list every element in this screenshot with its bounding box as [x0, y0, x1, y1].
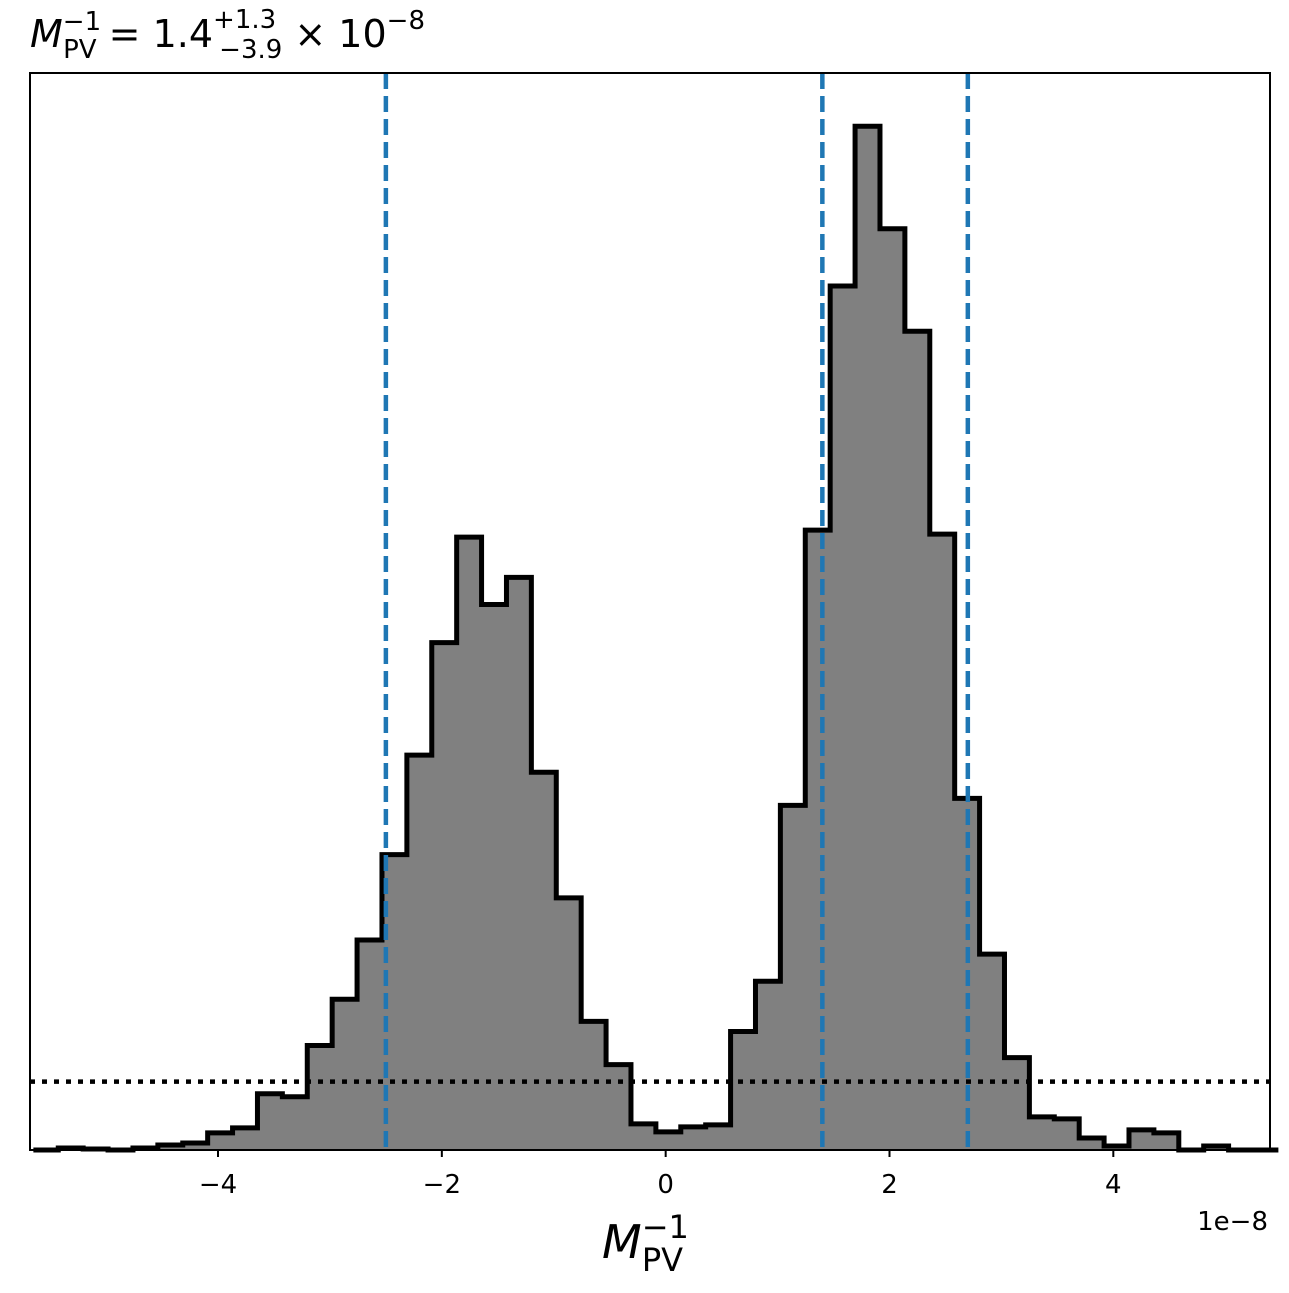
x-tick-label: 0 — [657, 1170, 674, 1200]
histogram-bar — [556, 897, 582, 1150]
histogram-bar — [506, 577, 532, 1150]
chart-title: M−1 PV = 1.4+1.3 −3.9 × 10−8 — [30, 5, 425, 65]
histogram-bar — [879, 228, 906, 1151]
histogram-bar — [357, 940, 383, 1150]
histogram-bar — [680, 1126, 707, 1150]
xlabel-subscript: PV — [642, 1241, 683, 1279]
title-plus-error: +1.3 — [213, 5, 276, 35]
histogram-bar — [755, 981, 781, 1150]
title-minus-error: −3.9 — [219, 35, 282, 65]
x-offset-label: 1e−8 — [1197, 1207, 1268, 1237]
title-subscript: PV — [63, 35, 97, 65]
histogram-bar — [830, 285, 856, 1150]
histogram-bar — [531, 772, 557, 1150]
plot-frame — [29, 72, 1271, 1151]
histogram-bar — [780, 805, 806, 1150]
histogram-bar — [232, 1127, 258, 1150]
histogram-bar — [1004, 1057, 1030, 1150]
histogram-bar — [282, 1096, 308, 1150]
histogram-bar — [307, 1045, 333, 1150]
histogram-bar — [1128, 1129, 1155, 1150]
x-tick-label: −2 — [423, 1170, 461, 1200]
histogram-bar — [157, 1144, 184, 1150]
histogram-bar — [904, 331, 931, 1150]
x-axis-label: M−1 PV — [602, 1208, 689, 1279]
histogram-bar — [182, 1142, 209, 1150]
histogram-bar — [207, 1132, 233, 1150]
title-times: × 10 — [282, 12, 386, 56]
histogram-bar — [855, 126, 881, 1150]
title-superscript: −1 — [63, 7, 101, 37]
histogram-bar — [1079, 1137, 1105, 1150]
title-value: = 1.4 — [97, 12, 213, 56]
histogram-bar — [481, 604, 507, 1150]
histogram-bar — [655, 1131, 682, 1150]
histogram-bar — [1153, 1132, 1180, 1150]
plot-area — [30, 73, 1279, 1153]
histogram-bar — [979, 954, 1005, 1150]
x-axis: −4 −2 0 2 4 — [199, 1150, 1122, 1200]
histogram-bar — [805, 530, 831, 1150]
histogram-bar — [1029, 1116, 1055, 1150]
histogram-bar — [431, 642, 458, 1150]
histogram-bar — [730, 1031, 756, 1150]
x-tick-label: 4 — [1105, 1170, 1122, 1200]
histogram-bar — [257, 1093, 283, 1150]
histogram-outline — [33, 123, 1279, 1153]
histogram-bar — [929, 534, 956, 1150]
histogram-bar — [606, 1064, 632, 1150]
x-tick-label: 2 — [881, 1170, 898, 1200]
histogram-bar — [581, 1021, 607, 1150]
title-exponent: −8 — [387, 6, 425, 36]
xlabel-symbol: M — [602, 1215, 642, 1269]
x-tick-label: −4 — [199, 1170, 237, 1200]
histogram-bar — [332, 999, 358, 1150]
histogram-bar — [456, 537, 482, 1150]
title-symbol: M — [30, 12, 63, 56]
histogram-bar — [1054, 1118, 1080, 1150]
histogram-bar — [630, 1123, 657, 1150]
histogram-bar — [705, 1124, 731, 1150]
histogram-bar — [406, 755, 433, 1150]
xlabel-superscript: −1 — [642, 1208, 689, 1246]
